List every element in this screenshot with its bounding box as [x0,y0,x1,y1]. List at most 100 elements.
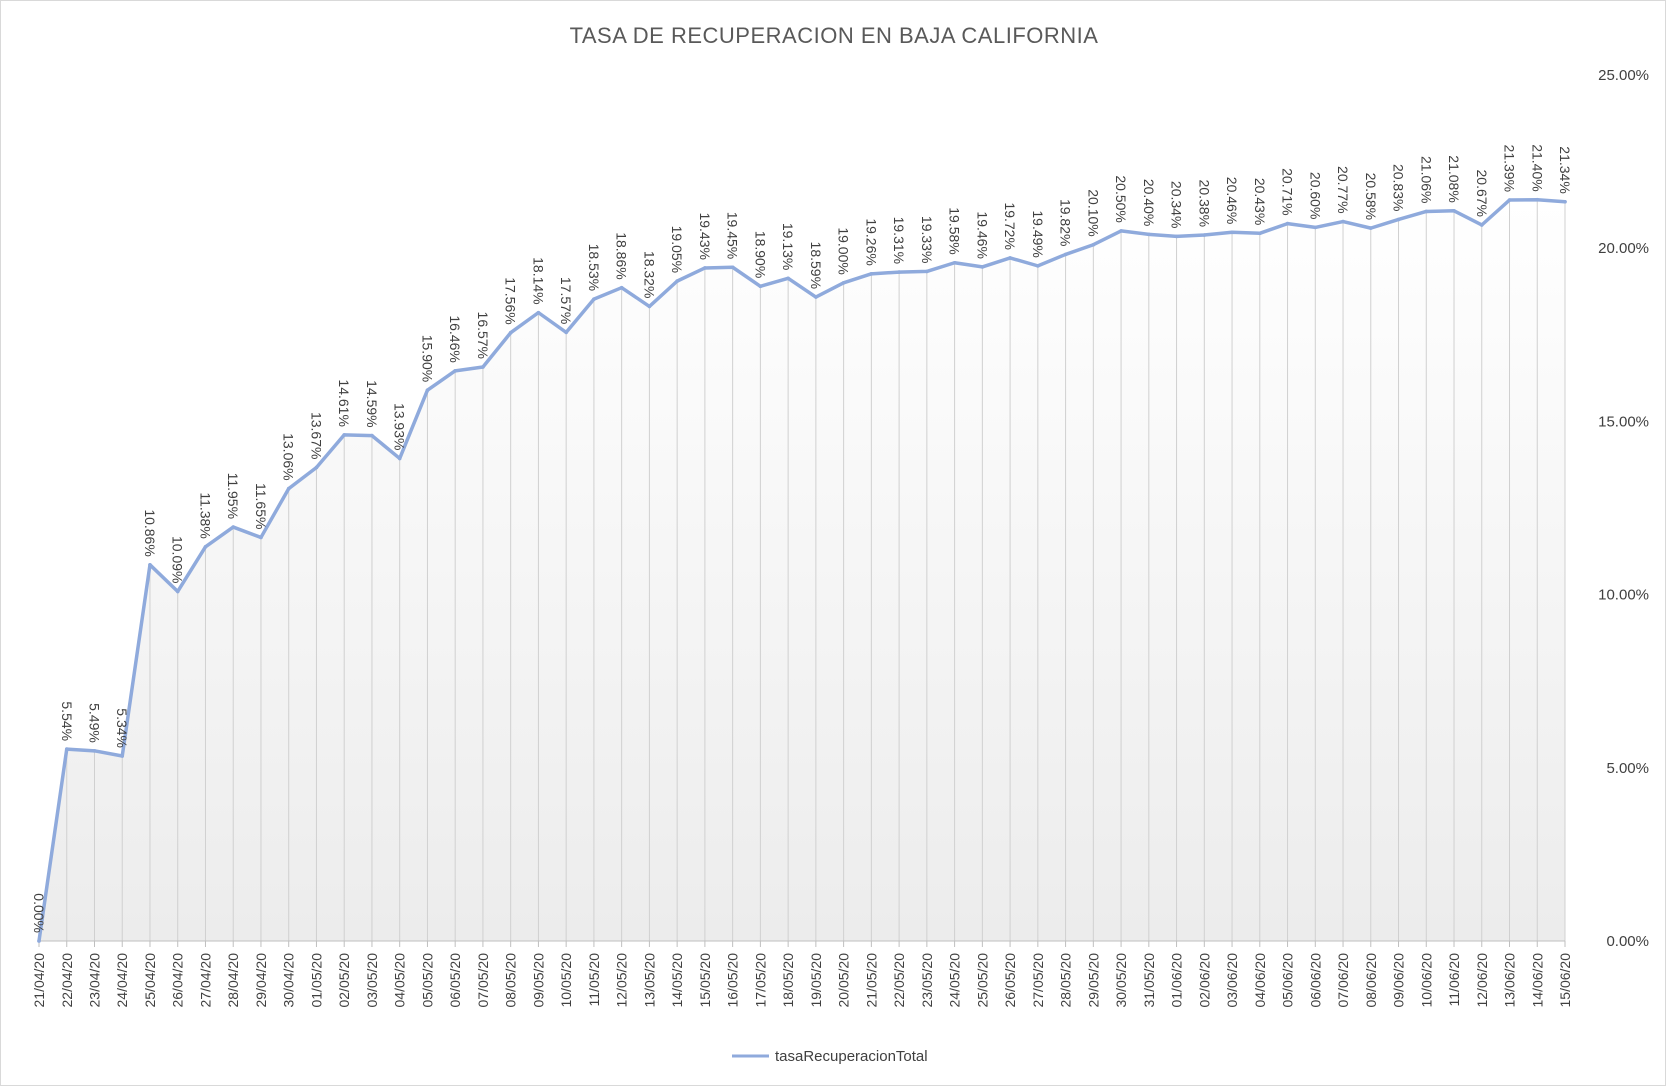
x-tick-label: 25/05/20 [974,953,990,1008]
x-tick-label: 07/06/20 [1335,953,1351,1008]
y-tick-label: 15.00% [1598,413,1649,430]
data-label: 20.34% [1169,181,1185,228]
data-point [120,754,125,758]
x-tick-label: 06/06/20 [1307,953,1323,1008]
x-tick-label: 22/04/20 [59,953,75,1008]
data-point [1452,208,1456,213]
data-label: 13.06% [281,433,297,480]
data-label: 14.61% [336,379,352,426]
data-label: 21.34% [1557,146,1573,193]
data-label: 5.34% [114,708,130,748]
data-point [980,265,985,269]
x-tick-label: 23/05/20 [919,953,935,1008]
data-label: 11.95% [225,473,241,519]
x-tick-label: 10/06/20 [1418,953,1434,1008]
data-point [647,304,652,309]
x-tick-label: 26/05/20 [1002,953,1018,1008]
x-tick-label: 10/05/20 [558,953,574,1008]
x-tick-label: 24/05/20 [947,953,963,1008]
x-tick-label: 14/06/20 [1529,953,1545,1008]
data-label: 16.46% [447,315,463,362]
chart-title: TASA DE RECUPERACION EN BAJA CALIFORNIA [570,23,1099,48]
data-point [1563,199,1567,204]
data-label: 20.60% [1307,172,1323,219]
data-label: 16.57% [475,312,491,359]
data-point [536,310,541,315]
data-point [1507,198,1512,202]
data-point [453,369,457,373]
x-tick-label: 04/05/20 [392,953,408,1008]
data-label: 10.86% [142,509,158,556]
data-label: 19.46% [974,211,990,258]
data-label: 18.32% [641,251,657,298]
y-tick-label: 20.00% [1598,240,1649,257]
data-point [952,260,957,265]
x-tick-label: 08/05/20 [503,953,519,1008]
data-label: 18.90% [752,231,768,278]
data-point [675,279,679,283]
data-point [703,266,707,270]
x-tick-label: 21/04/20 [31,953,47,1008]
x-tick-label: 05/06/20 [1280,953,1296,1008]
x-tick-label: 13/05/20 [641,953,657,1008]
data-label: 18.53% [586,244,602,291]
data-point [730,265,735,270]
data-point [286,486,291,491]
x-tick-label: 03/05/20 [364,953,380,1008]
x-tick-label: 02/05/20 [336,953,352,1008]
x-tick-label: 05/05/20 [419,953,435,1008]
data-point [1313,225,1318,230]
data-point [397,456,402,461]
data-point [342,433,347,437]
data-label: 19.31% [891,217,907,264]
x-tick-label: 15/06/20 [1557,953,1573,1008]
x-tick-label: 27/05/20 [1030,953,1046,1008]
x-tick-label: 08/06/20 [1363,953,1379,1008]
x-tick-label: 19/05/20 [808,953,824,1008]
data-label: 5.54% [59,701,75,741]
data-point [1119,229,1123,233]
x-tick-label: 22/05/20 [891,953,907,1008]
legend: tasaRecuperacionTotal [732,1048,928,1065]
legend-label: tasaRecuperacionTotal [775,1048,928,1065]
data-point [1285,221,1290,226]
data-point [758,284,763,289]
data-label: 0.00% [31,893,47,933]
data-label: 10.09% [170,536,186,583]
data-label: 19.58% [947,207,963,254]
series-line [37,197,1567,943]
x-tick-label: 17/05/20 [752,953,768,1008]
data-label: 19.49% [1030,210,1046,257]
data-label: 19.82% [1058,199,1074,246]
data-point [897,270,901,274]
data-label: 19.05% [669,226,685,273]
data-point [1258,231,1262,236]
x-tick-label: 27/04/20 [197,953,213,1008]
x-tick-label: 09/06/20 [1391,953,1407,1008]
data-point [1202,233,1207,237]
data-point [1147,232,1151,237]
data-label: 20.71% [1280,168,1296,215]
x-tick-label: 11/05/20 [586,953,602,1007]
data-label: 17.56% [503,277,519,324]
data-label: 18.14% [530,257,546,304]
data-label: 19.43% [697,212,713,259]
x-tick-label: 28/05/20 [1058,953,1074,1008]
data-label: 21.06% [1418,156,1434,203]
x-tick-label: 29/04/20 [253,953,269,1008]
data-point [1036,264,1040,268]
x-tick-label: 12/05/20 [614,953,630,1008]
data-point [175,589,180,594]
x-tick-label: 07/05/20 [475,953,491,1008]
x-tick-label: 01/06/20 [1169,953,1185,1008]
x-tick-label: 23/04/20 [86,953,102,1008]
data-label: 21.40% [1529,144,1545,191]
x-tick-label: 21/05/20 [863,953,879,1008]
data-point [37,939,41,943]
plot-area: 0.00% 5.00% 10.00% 15.00% 20.00% 25.00% 0.00% 5… [31,67,1649,1008]
data-label: 20.77% [1335,166,1351,213]
data-label: 20.43% [1252,178,1268,225]
y-tick-label: 25.00% [1598,67,1649,84]
data-point [841,281,846,285]
